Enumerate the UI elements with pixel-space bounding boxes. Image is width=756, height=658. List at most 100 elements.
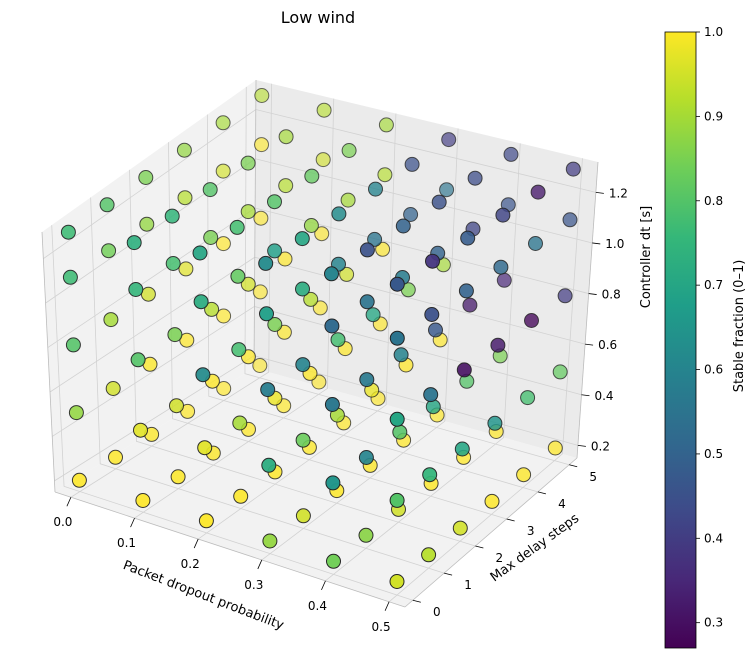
y-tick-label: 4 — [558, 497, 566, 511]
scatter-point — [312, 300, 328, 316]
scatter-point — [193, 294, 209, 310]
scatter-point — [164, 208, 180, 224]
back-pane — [254, 80, 598, 458]
scatter-point — [130, 352, 146, 368]
colorbar-tick-label: 0.4 — [704, 531, 723, 545]
scatter-point — [62, 269, 78, 285]
x-tick-label: 0.4 — [308, 599, 327, 613]
scatter-point — [295, 432, 311, 448]
scatter-point — [195, 367, 211, 383]
scatter-point — [324, 397, 340, 412]
scatter-point — [138, 170, 154, 185]
scatter-point — [528, 236, 543, 251]
scatter-point — [462, 297, 478, 313]
colorbar-tick-label: 0.3 — [704, 616, 723, 630]
scatter-point — [340, 192, 356, 208]
scatter-point — [484, 493, 500, 509]
scatter-point — [389, 492, 405, 508]
scatter-point — [375, 241, 391, 257]
axes-panes — [42, 80, 598, 607]
scatter-point — [425, 253, 440, 269]
grid-line-y — [244, 86, 570, 466]
scatter-point — [316, 102, 332, 118]
scatter-point — [516, 467, 532, 483]
scatter-point — [331, 206, 347, 222]
scatter-point — [458, 283, 474, 299]
grid-line-x — [197, 113, 397, 540]
scatter-point — [197, 440, 213, 456]
scatter-point — [229, 219, 245, 235]
scatter-point — [254, 88, 270, 103]
scatter-point — [262, 533, 278, 549]
scatter-point — [71, 472, 87, 488]
y-tick-label: 1 — [464, 578, 472, 592]
scatter-point — [65, 337, 81, 353]
colorbar-label: Stable fraction (0–1) — [732, 260, 747, 393]
x-tick-mark — [384, 601, 390, 611]
scatter-point — [389, 411, 405, 427]
x-axis-label: Packet dropout probability — [121, 558, 286, 633]
scatter-point — [404, 156, 420, 172]
scatter-point — [231, 342, 247, 358]
scatter-point — [133, 422, 148, 438]
scatter-point — [278, 129, 294, 145]
z-tick-mark — [592, 242, 601, 245]
scatter-point — [240, 155, 256, 171]
x-tick-mark — [321, 580, 326, 591]
y-tick-label: 0 — [433, 605, 441, 619]
scatter-point — [60, 224, 76, 240]
scatter-point — [359, 242, 375, 258]
scatter-point — [454, 441, 470, 457]
scatter-point — [267, 317, 283, 332]
scatter-point — [365, 307, 381, 323]
colorbar-tick-label: 1.0 — [704, 25, 723, 39]
scatter-point — [216, 381, 232, 396]
y-tick-mark — [506, 518, 515, 522]
y-tick-mark — [412, 599, 421, 603]
y-tick-mark — [569, 464, 578, 468]
x-tick-mark — [66, 497, 72, 507]
box-edge — [576, 161, 599, 459]
axis-ticks: 0.0 0.1 0.2 0.3 0.4 0.5 0 1 2 3 4 5 0.2 0.4 0.6 0.8 1.0 1… — [53, 186, 628, 633]
grid-line-x — [261, 128, 459, 561]
scatter-point — [128, 282, 144, 297]
x-tick-label: 0.5 — [372, 620, 391, 634]
box-edge — [54, 491, 406, 608]
scatter-point — [368, 181, 383, 197]
scatter-point — [198, 513, 214, 529]
left-pane — [42, 80, 256, 492]
box-edge — [404, 457, 578, 608]
scatter-point — [341, 143, 357, 158]
colorbar-tick-label: 0.7 — [704, 278, 723, 292]
grid-line-x — [325, 143, 521, 582]
y-tick-label: 5 — [589, 470, 597, 484]
scatter-point — [140, 286, 156, 302]
scatter-point — [261, 457, 277, 473]
scatter-point — [177, 190, 193, 206]
scatter-point — [303, 291, 319, 307]
scatter-point — [496, 272, 512, 288]
grid-line-y — [129, 169, 476, 547]
box-edge — [253, 79, 257, 369]
scatter-point — [258, 255, 274, 271]
scatter-point — [215, 163, 231, 179]
scatter-point — [267, 194, 282, 210]
y-tick-label: 2 — [496, 551, 504, 565]
grid-line-y — [90, 197, 445, 574]
scatter-point — [339, 266, 355, 282]
z-tick-label: 0.6 — [598, 338, 617, 352]
scatter-point — [165, 256, 181, 271]
scatter-point — [252, 358, 268, 373]
scatter-point — [203, 230, 219, 245]
scatter-point — [68, 405, 84, 421]
scatter-point — [493, 259, 509, 275]
scatter-point — [295, 508, 311, 524]
z-tick-label: 1.2 — [609, 186, 628, 200]
scatter-point — [422, 467, 438, 483]
scatter-point — [557, 288, 573, 304]
scatter-point — [170, 469, 186, 485]
scatter-point — [378, 117, 394, 133]
scatter-point — [495, 207, 511, 223]
scatter-point — [176, 142, 192, 158]
scatter-point — [259, 306, 274, 322]
